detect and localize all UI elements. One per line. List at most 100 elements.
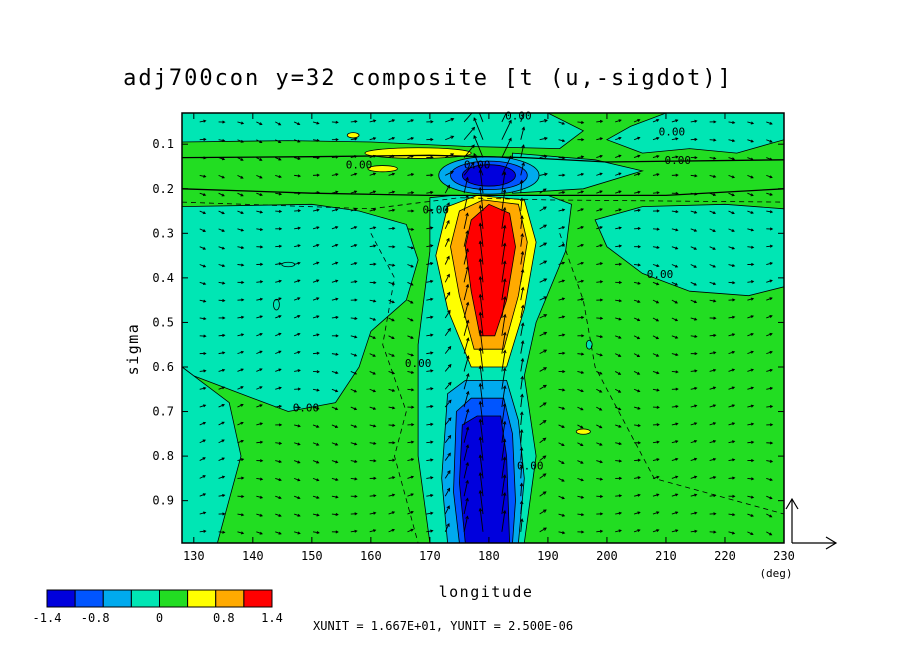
vector-arrow (350, 137, 358, 141)
vector-arrow (577, 190, 585, 194)
contour-line-upper (182, 188, 784, 197)
vector-arrow (766, 139, 773, 143)
vector-arrow (615, 208, 622, 212)
vector-arrow (652, 191, 660, 195)
vector-arrow (444, 399, 452, 408)
colorbar-swatch (187, 589, 217, 608)
vector-arrow (237, 139, 244, 143)
vector-arrow (426, 173, 434, 177)
vector-arrow (256, 280, 264, 284)
vector-arrow (312, 173, 320, 177)
vector-arrow (237, 421, 244, 426)
vector-arrow (577, 138, 585, 142)
vector-arrow (293, 297, 301, 301)
vector-arrow (558, 388, 566, 392)
vector-arrow (256, 531, 263, 535)
vector-arrow (350, 280, 358, 284)
y-tick-label: 0.6 (152, 360, 174, 374)
vector-arrow (463, 372, 470, 390)
vector-arrow (407, 281, 414, 286)
contour-fill-regions (182, 113, 784, 543)
vector-arrow (501, 474, 507, 497)
vector-arrow (690, 334, 698, 338)
vector-arrow (690, 174, 698, 178)
vector-arrow (350, 298, 358, 302)
y-tick-label: 0.7 (152, 405, 174, 419)
vector-arrow (218, 421, 225, 426)
vector-arrow (463, 515, 469, 532)
vector-arrow (426, 279, 434, 284)
vector-arrow (478, 436, 484, 461)
vector-arrow (350, 529, 358, 533)
vector-arrow (463, 390, 470, 408)
vector-arrow (407, 511, 414, 515)
vector-arrow (426, 315, 434, 319)
vector-arrow (312, 121, 320, 125)
vector-arrow (407, 317, 414, 322)
negative-region-lower-core (458, 415, 511, 543)
vector-arrow (331, 155, 339, 159)
vector-arrow (539, 349, 548, 355)
y-tick-label: 0.4 (152, 271, 174, 285)
x-tick-label: 130 (183, 549, 205, 563)
y-tick-label: 0.1 (152, 137, 174, 151)
vector-arrow (199, 351, 207, 356)
vector-arrow (615, 476, 623, 480)
vector-arrow (558, 156, 566, 160)
vector-arrow (671, 264, 679, 268)
vector-arrow (426, 369, 434, 373)
contour-labels: 0.00 0.00 0.00 0.00 0.00 0.00 0.00 0.00 0.00 0.00 (293, 110, 691, 473)
vector-arrow (615, 244, 623, 248)
chart-title: adj700con y=32 composite [t (u,-sigdot)] (123, 66, 733, 91)
vector-arrow (615, 424, 622, 428)
vector-arrow (237, 174, 244, 179)
vector-arrow (539, 331, 548, 337)
vector-arrow (350, 371, 358, 375)
vector-arrow (473, 135, 484, 158)
vector-arrow (312, 424, 320, 428)
vector-arrow (747, 228, 755, 232)
vector-arrow (501, 367, 507, 390)
small-region-4 (273, 298, 280, 311)
vector-arrow (634, 458, 642, 462)
vector-arrow (615, 529, 622, 533)
x-tick-label: 190 (537, 549, 559, 563)
vector-arrow (501, 224, 507, 247)
vector-arrow (652, 493, 660, 497)
vector-arrow (293, 442, 301, 446)
vector-arrow (275, 332, 282, 337)
vector-arrow (463, 497, 469, 515)
vector-arrow (407, 191, 415, 195)
contour-dashed-left (370, 233, 419, 543)
vector-arrow (519, 411, 524, 425)
vector-arrow (652, 136, 660, 141)
vector-arrow (558, 495, 565, 500)
vector-arrow (256, 174, 263, 179)
vector-arrow (444, 345, 452, 354)
vector-arrow (199, 457, 206, 461)
vector-arrow (501, 509, 507, 532)
vector-arrow (256, 315, 264, 319)
vector-arrow (312, 208, 320, 212)
x-tick-label: 150 (301, 549, 323, 563)
vector-arrow (426, 297, 434, 301)
vector-arrow (596, 371, 603, 375)
vector-arrow (614, 371, 622, 375)
vector-arrow (478, 400, 484, 425)
vector-arrow (312, 297, 320, 301)
vector-arrow (519, 500, 524, 515)
vector-arrow (539, 384, 547, 390)
vector-arrow (615, 494, 623, 498)
vector-arrow (313, 156, 320, 160)
vector-arrow (275, 244, 283, 248)
vector-arrow (633, 406, 641, 410)
vector-arrow (766, 297, 773, 301)
vector-arrow (577, 513, 585, 517)
vector-arrow (709, 333, 717, 337)
vector-arrow (539, 242, 548, 248)
positive-region-band-top (364, 147, 472, 159)
vector-arrow (671, 457, 679, 461)
plot-area (182, 113, 784, 543)
vector-arrow (312, 442, 320, 446)
vector-arrow (407, 353, 415, 357)
